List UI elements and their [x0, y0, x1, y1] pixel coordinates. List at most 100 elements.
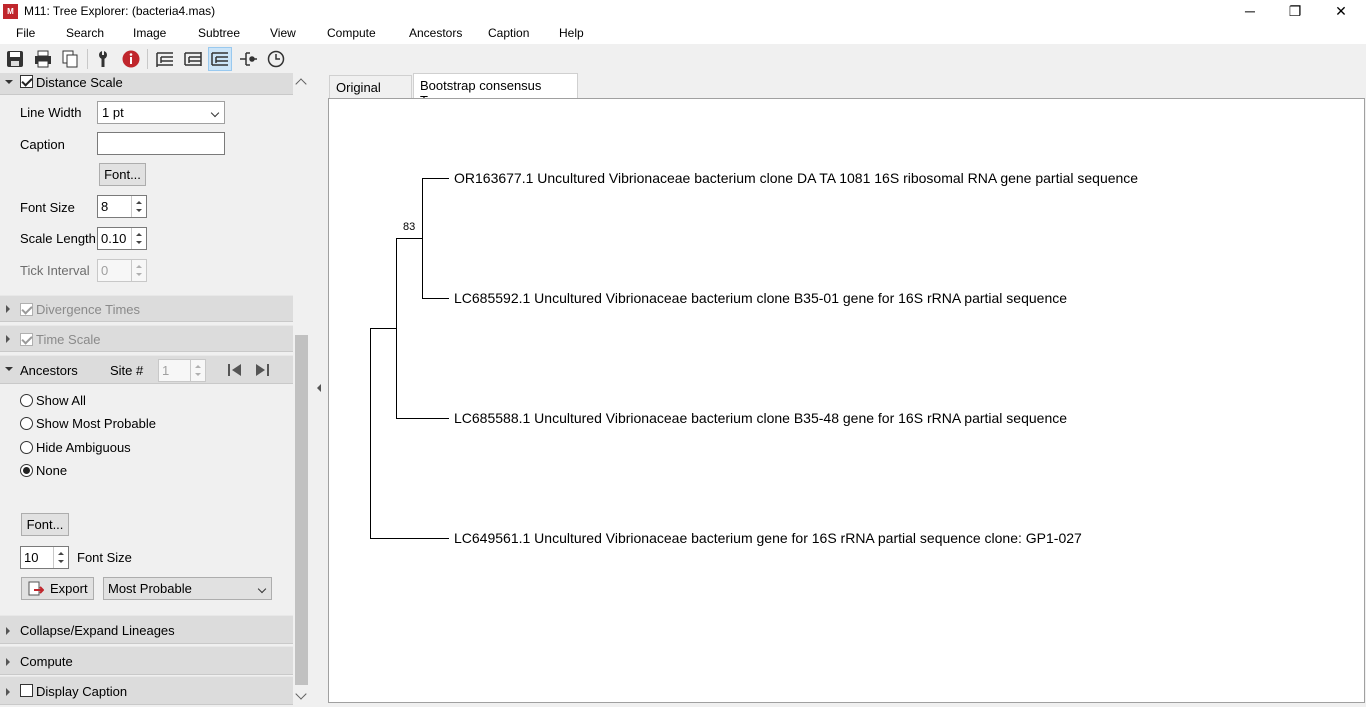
line-width-select[interactable]: 1 pt [97, 101, 225, 124]
scrollbar-thumb[interactable] [295, 335, 308, 685]
menu-ancestors[interactable]: Ancestors [409, 26, 463, 40]
section-label: Compute [20, 654, 73, 669]
radio-show-all[interactable] [20, 394, 33, 407]
spin-buttons[interactable] [131, 228, 146, 249]
spin-down-icon[interactable] [58, 560, 64, 563]
left-panel-scrollbar[interactable] [293, 73, 310, 707]
tree-flip-icon[interactable] [181, 47, 205, 71]
menu-caption[interactable]: Caption [488, 26, 530, 40]
export-mode-value: Most Probable [108, 581, 192, 596]
caption-input[interactable] [97, 132, 225, 155]
spin-buttons[interactable] [53, 547, 68, 568]
radio-hide-ambiguous[interactable] [20, 441, 33, 454]
tick-interval-stepper: 0 [97, 259, 147, 282]
print-icon[interactable] [31, 47, 55, 71]
minimize-button[interactable]: ─ [1245, 3, 1255, 19]
collapse-arrow-icon[interactable] [5, 80, 13, 84]
section-display-caption[interactable]: Display Caption [0, 676, 293, 705]
collapse-arrow-icon[interactable] [5, 367, 13, 371]
toolbar-separator [87, 49, 88, 69]
expand-arrow-icon[interactable] [6, 658, 10, 666]
title-bar: M M11: Tree Explorer: (bacteria4.mas) ─ … [0, 0, 1366, 23]
font-size-label: Font Size [20, 200, 75, 215]
menu-bar: File Search Image Subtree View Compute A… [0, 23, 1366, 44]
options-icon[interactable] [91, 47, 115, 71]
spin-down-icon[interactable] [136, 209, 142, 212]
tree-branch-icon[interactable] [236, 47, 260, 71]
export-button[interactable]: Export [21, 577, 94, 600]
radio-hide-ambiguous-label[interactable]: Hide Ambiguous [36, 440, 131, 455]
menu-subtree[interactable]: Subtree [198, 26, 241, 40]
window-title: M11: Tree Explorer: (bacteria4.mas) [24, 4, 216, 18]
tree-canvas[interactable]: 83 OR163677.1 Uncultured Vibrionaceae ba… [328, 98, 1365, 703]
section-ancestors[interactable]: Ancestors Site # 1 [0, 355, 293, 384]
chevron-down-icon [210, 108, 220, 118]
spin-buttons[interactable] [131, 196, 146, 217]
menu-search[interactable]: Search [66, 26, 105, 40]
display-caption-checkbox[interactable] [20, 684, 33, 697]
menu-image[interactable]: Image [133, 26, 167, 40]
toolbar-separator [147, 49, 148, 69]
panel-splitter[interactable] [310, 73, 326, 707]
font-size-stepper[interactable]: 8 [97, 195, 147, 218]
menu-compute[interactable]: Compute [327, 26, 376, 40]
expand-arrow-icon[interactable] [6, 688, 10, 696]
radio-show-most-probable[interactable] [20, 417, 33, 430]
maximize-button[interactable]: ❐ [1288, 3, 1302, 19]
ancestors-font-button[interactable]: Font... [21, 513, 69, 536]
section-divergence-times[interactable]: Divergence Times [0, 295, 293, 322]
tab-original-tree[interactable]: Original Tree [329, 75, 412, 110]
section-time-scale[interactable]: Time Scale [0, 325, 293, 352]
ancestor-font-size-stepper[interactable]: 10 [20, 546, 69, 569]
collapse-panel-icon[interactable] [317, 384, 321, 392]
site-number-label: Site # [110, 363, 144, 378]
copy-icon[interactable] [58, 47, 82, 71]
time-scale-checkbox [20, 333, 33, 346]
spin-up-icon[interactable] [136, 233, 142, 236]
next-site-button[interactable] [251, 360, 273, 380]
spin-up-icon[interactable] [136, 201, 142, 204]
spin-up-icon [136, 265, 142, 268]
section-distance-scale[interactable]: Distance Scale [0, 73, 293, 95]
radio-none[interactable] [20, 464, 33, 477]
site-number-stepper: 1 [158, 359, 206, 382]
site-number-value: 1 [162, 363, 170, 378]
divergence-times-checkbox [20, 303, 33, 316]
scale-length-stepper[interactable]: 0.10 [97, 227, 147, 250]
taxon-label[interactable]: OR163677.1 Uncultured Vibrionaceae bacte… [454, 170, 1139, 186]
spin-buttons [190, 360, 205, 381]
save-icon[interactable] [3, 47, 27, 71]
scroll-down-icon[interactable] [295, 688, 307, 700]
radio-show-most-probable-label[interactable]: Show Most Probable [36, 416, 156, 431]
menu-help[interactable]: Help [559, 26, 584, 40]
taxon-label[interactable]: LC685588.1 Uncultured Vibrionaceae bacte… [454, 410, 1068, 426]
expand-arrow-icon[interactable] [6, 335, 10, 343]
radio-none-label[interactable]: None [36, 463, 68, 478]
scroll-up-icon[interactable] [295, 78, 307, 90]
previous-site-button[interactable] [224, 360, 246, 380]
tree-active-icon[interactable] [208, 47, 232, 71]
clock-icon[interactable] [264, 47, 288, 71]
spin-down-icon[interactable] [136, 241, 142, 244]
tree-root-icon[interactable] [153, 47, 177, 71]
expand-arrow-icon[interactable] [6, 627, 10, 635]
distance-scale-checkbox[interactable] [20, 75, 33, 88]
section-compute[interactable]: Compute [0, 646, 293, 675]
tick-interval-value: 0 [101, 263, 109, 278]
radio-show-all-label[interactable]: Show All [36, 393, 86, 408]
distance-font-button[interactable]: Font... [99, 163, 146, 186]
spin-up-icon[interactable] [58, 552, 64, 555]
taxon-label[interactable]: LC649561.1 Uncultured Vibrionaceae bacte… [454, 530, 1082, 546]
export-mode-select[interactable]: Most Probable [103, 577, 272, 600]
export-label: Export [50, 581, 88, 596]
section-label: Display Caption [36, 684, 128, 699]
menu-file[interactable]: File [16, 26, 36, 40]
info-icon[interactable] [119, 47, 143, 71]
menu-view[interactable]: View [270, 26, 296, 40]
taxon-label[interactable]: LC685592.1 Uncultured Vibrionaceae bacte… [454, 290, 1068, 306]
expand-arrow-icon[interactable] [6, 305, 10, 313]
scale-length-value: 0.10 [101, 231, 127, 246]
tab-bootstrap-consensus-tree[interactable]: Bootstrap consensus Tree [413, 73, 578, 108]
section-collapse-expand[interactable]: Collapse/Expand Lineages [0, 615, 293, 644]
close-button[interactable]: ✕ [1335, 3, 1347, 19]
